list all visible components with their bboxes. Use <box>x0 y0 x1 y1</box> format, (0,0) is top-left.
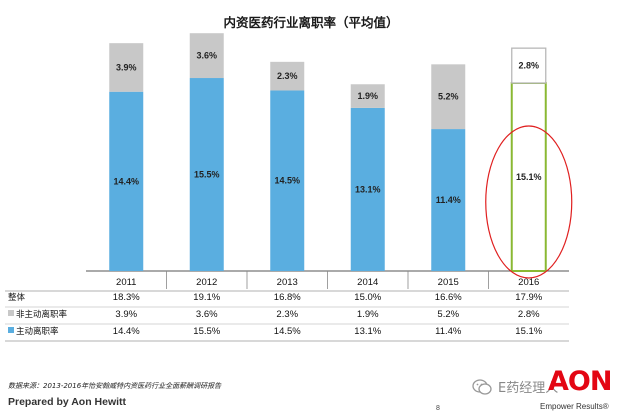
bar-label-involuntary-2015: 5.2% <box>438 92 459 102</box>
legend-swatch-2 <box>8 327 14 333</box>
bar-involuntary-2013 <box>270 61 305 91</box>
bar-label-involuntary-2016: 2.8% <box>518 61 539 71</box>
bar-voluntary-2013 <box>270 90 305 271</box>
bar-label-voluntary-2013: 14.5% <box>274 176 300 186</box>
bar-label-involuntary-2014: 1.9% <box>357 91 378 101</box>
bar-label-voluntary-2012: 15.5% <box>194 170 220 180</box>
table-cell: 15.0% <box>354 292 381 303</box>
bar-voluntary-2014 <box>350 107 385 271</box>
x-tick-label-2014: 2014 <box>357 277 378 288</box>
bar-voluntary-2015 <box>431 129 466 271</box>
page-number: 8 <box>436 405 440 412</box>
highlight-ellipse <box>485 125 573 279</box>
x-tick-label-2015: 2015 <box>438 277 459 288</box>
table-cell: 17.9% <box>515 292 542 303</box>
table-cell: 5.2% <box>437 309 459 320</box>
x-tick-label-2012: 2012 <box>196 277 217 288</box>
bar-label-involuntary-2011: 3.9% <box>116 62 137 72</box>
table-cell: 14.4% <box>113 326 140 337</box>
bar-involuntary-2012 <box>189 33 224 79</box>
bar-involuntary-2015 <box>431 64 466 130</box>
bar-label-voluntary-2015: 11.4% <box>436 195 461 205</box>
table-cell: 16.6% <box>435 292 462 303</box>
bar-voluntary-2016 <box>510 82 547 272</box>
watermark: E药经理人 <box>472 377 558 396</box>
table-cell: 16.8% <box>274 292 301 303</box>
table-cell: 19.1% <box>193 292 220 303</box>
x-tick-label-2013: 2013 <box>277 277 298 288</box>
bar-involuntary-2014 <box>350 84 385 108</box>
bar-involuntary-2011 <box>109 43 144 92</box>
x-tick-label-2016: 2016 <box>518 277 539 288</box>
bar-label-involuntary-2012: 3.6% <box>196 51 217 61</box>
bar-involuntary-2016 <box>511 47 547 84</box>
aon-logo: AON <box>548 366 612 397</box>
bar-label-involuntary-2013: 2.3% <box>277 71 298 81</box>
highlight-group <box>485 125 573 279</box>
table-cell: 14.5% <box>274 326 301 337</box>
table-cell: 1.9% <box>357 309 379 320</box>
table-cell: 13.1% <box>354 326 381 337</box>
table-cell: 15.1% <box>515 326 542 337</box>
legend-swatch-1 <box>8 310 14 316</box>
bar-voluntary-2012 <box>189 78 224 272</box>
table-cell: 15.5% <box>193 326 220 337</box>
wechat-icon <box>472 378 492 395</box>
bars-group: 14.4% 3.9% 2011 15.5% 3.6% 2012 14.5% 2.3% 2013 1… <box>86 33 569 288</box>
source-note: 数据来源：2013-2016年怡安翰威特内资医药行业全面薪酬调研报告 <box>8 382 222 390</box>
table-cell: 3.9% <box>115 309 137 320</box>
bar-label-voluntary-2014: 13.1% <box>355 184 381 194</box>
bar-voluntary-2011 <box>109 91 144 271</box>
table-cell: 11.4% <box>435 326 462 337</box>
table-cell: 2.8% <box>518 309 540 320</box>
table-cell: 18.3% <box>113 292 140 303</box>
table-cell: 3.6% <box>196 309 218 320</box>
table-cell: 2.3% <box>276 309 298 320</box>
bar-label-voluntary-2011: 14.4% <box>113 176 139 186</box>
table-row-label-2: 主动离职率 <box>16 326 59 337</box>
x-tick-label-2011: 2011 <box>116 277 136 288</box>
table-row-label-0: 整体 <box>8 292 26 303</box>
watermark-text: E药经理人 <box>498 381 559 396</box>
prepared-by: Prepared by Aon Hewitt <box>8 396 127 408</box>
data-table: 整体 18.3% 19.1% 16.8% 15.0% 16.6% 17.9% 非主动离职率 3.… <box>5 271 569 342</box>
table-row-label-1: 非主动离职率 <box>16 309 68 320</box>
tagline: Empower Results® <box>540 402 609 411</box>
chart-title: 内资医药行业离职率（平均值） <box>223 15 399 30</box>
bar-label-voluntary-2016: 15.1% <box>516 172 542 182</box>
